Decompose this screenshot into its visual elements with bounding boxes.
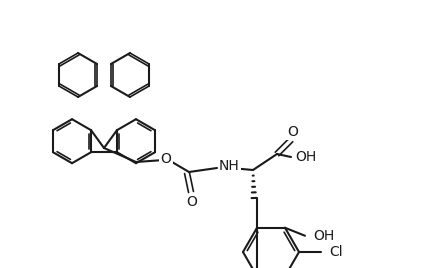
Text: O: O (186, 195, 198, 209)
Text: NH: NH (219, 159, 240, 173)
Text: OH: OH (295, 150, 316, 164)
Text: Cl: Cl (329, 245, 343, 259)
Text: O: O (160, 152, 172, 166)
Text: O: O (288, 125, 298, 139)
Text: OH: OH (313, 229, 334, 243)
